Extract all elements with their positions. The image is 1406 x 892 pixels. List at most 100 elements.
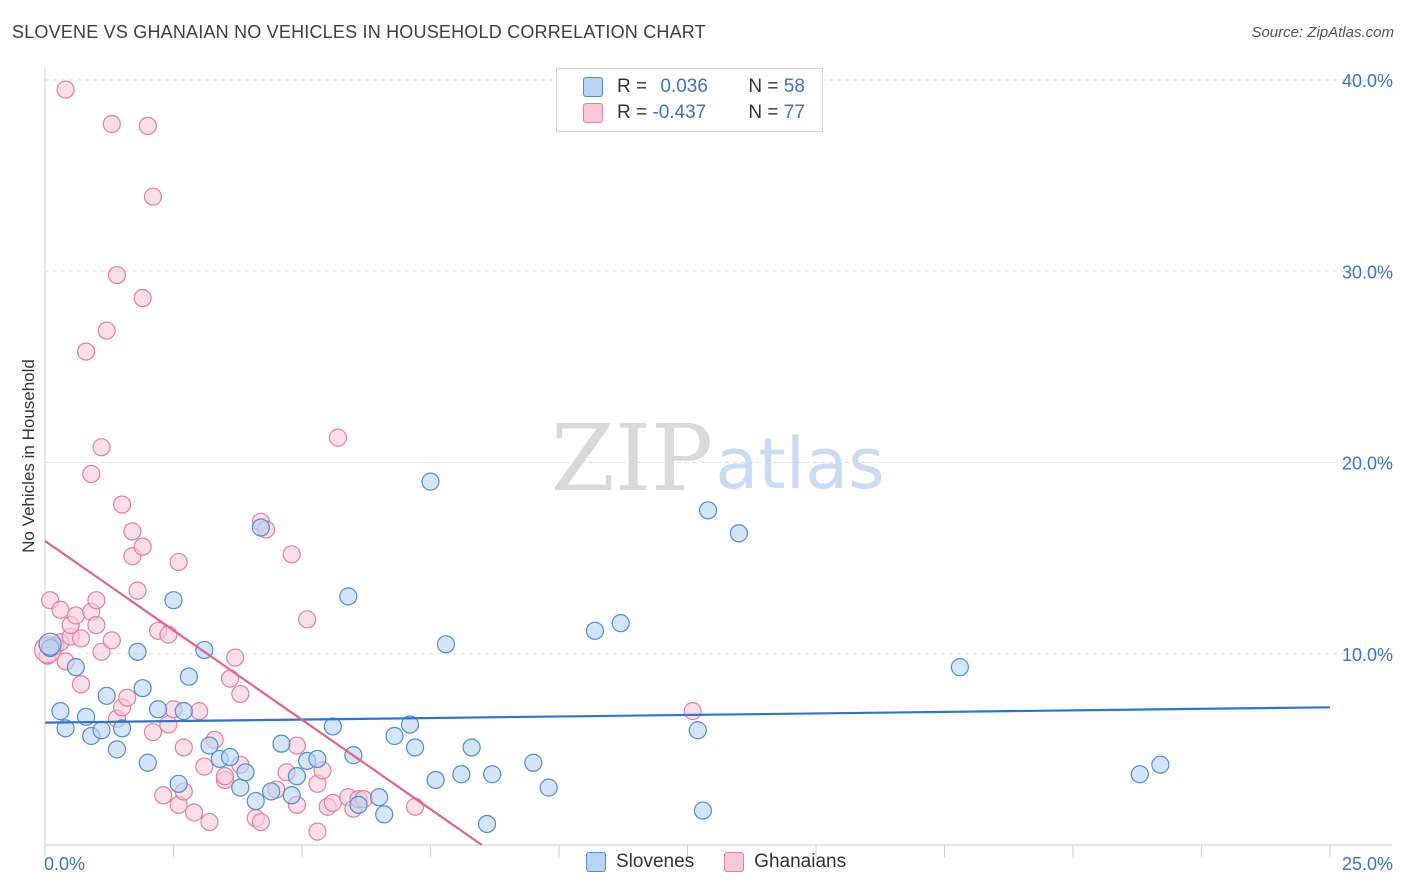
ghanaian-point [97, 321, 116, 340]
slovene-point [524, 753, 543, 772]
slovene-point [308, 749, 327, 769]
slovene-point [339, 587, 358, 606]
x-tick-label: 0.0% [44, 854, 85, 874]
slovene-point [282, 786, 301, 805]
ghanaians-trend-line [44, 540, 483, 846]
legend-item-slovenes: Slovenes [586, 851, 694, 873]
source-credit: Source: ZipAtlas.com [1251, 24, 1394, 41]
ghanaian-point [107, 265, 127, 285]
ghanaian-point [118, 688, 137, 707]
slovene-point [421, 472, 440, 491]
watermark-atlas: atlas [715, 423, 884, 505]
slovene-point [698, 501, 718, 520]
chart-title: SLOVENE VS GHANAIAN NO VEHICLES IN HOUSE… [12, 22, 706, 42]
ghanaian-point [66, 606, 85, 625]
correlation-legend: R = 0.036 N = 58 R = -0.437 N = 77 [556, 68, 823, 132]
legend-r-label: R = [617, 76, 653, 97]
series-legend: Slovenes Ghanaians [586, 851, 876, 873]
slovene-point [287, 767, 306, 786]
ghanaian-point [82, 464, 101, 484]
ghanaian-point [195, 757, 214, 776]
slovene-point [452, 765, 471, 784]
ghanaian-point [174, 738, 193, 757]
legend-n-label: N = [748, 76, 784, 97]
legend-row-ghanaians: R = -0.437 N = 77 [583, 100, 805, 126]
ghanaian-point [287, 736, 306, 755]
ghanaian-point [87, 591, 106, 610]
watermark-zip: ZIP [551, 405, 713, 512]
slovene-point [169, 774, 188, 793]
ghanaian-point [215, 767, 234, 786]
slovene-point [97, 686, 116, 705]
legend-r-value: 0.036 [660, 76, 708, 97]
slovene-point [1151, 755, 1170, 774]
slovene-point [138, 753, 157, 772]
slovene-point [164, 591, 183, 610]
ghanaian-point [298, 610, 317, 629]
watermark: ZIP atlas [551, 405, 885, 512]
slovene-point [375, 805, 394, 824]
ghanaian-point [154, 786, 173, 805]
slovene-point [231, 778, 250, 797]
ghanaian-point [92, 438, 111, 457]
slovene-point [262, 782, 281, 801]
slovene-point [38, 632, 62, 656]
gridlines [45, 79, 1392, 655]
slovene-point [66, 658, 85, 677]
legend-item-ghanaians: Ghanaians [724, 851, 846, 873]
slovene-point [174, 702, 193, 721]
ghanaian-point [102, 631, 121, 650]
ghanaian-point [56, 80, 75, 99]
legend-swatch-ghanaians [724, 852, 745, 872]
ghanaian-point [128, 581, 147, 600]
legend-r-label: R = [617, 102, 653, 123]
legend-swatch-blue [583, 77, 603, 97]
ghanaian-point [200, 812, 219, 832]
slovene-point [148, 700, 168, 719]
ghanaian-point [102, 114, 121, 134]
legend-row-slovenes: R = 0.036 N = 58 [583, 74, 805, 100]
slovene-point [349, 795, 368, 814]
slovene-point [179, 667, 199, 686]
ghanaian-point [159, 625, 178, 644]
slovene-point [92, 721, 111, 740]
legend-r-value: -0.437 [652, 102, 707, 123]
ghanaian-point [138, 116, 157, 136]
slovene-point [426, 770, 445, 790]
slovene-point [385, 726, 404, 746]
slovenes-trend-line [44, 706, 1331, 724]
slovene-point [107, 740, 127, 759]
slovene-point [462, 738, 481, 757]
ghanaian-point [143, 723, 163, 742]
ghanaian-point [143, 187, 163, 206]
slovene-point [272, 734, 291, 753]
legend-n-value: 77 [783, 102, 805, 123]
slovene-point [200, 736, 219, 755]
trend-lines [44, 540, 1331, 846]
slovene-point [436, 635, 456, 654]
slovene-point [133, 679, 152, 698]
slovene-point [323, 717, 342, 736]
y-tick-label: 10.0% [1342, 645, 1393, 665]
y-tick-label: 30.0% [1342, 262, 1393, 282]
ghanaian-point [123, 522, 142, 541]
ghanaian-point [159, 715, 178, 734]
ghanaian-point [184, 803, 204, 822]
slovene-point [539, 778, 558, 797]
y-tick-label: 40.0% [1342, 71, 1393, 91]
legend-n-label: N = [748, 102, 784, 123]
ghanaian-point [405, 797, 425, 816]
ghanaian-point [190, 702, 209, 721]
legend-label-slovenes: Slovenes [616, 851, 695, 872]
x-tick-label: 25.0% [1342, 854, 1393, 874]
slovene-point [585, 621, 605, 640]
slovene-point [400, 715, 420, 734]
slovene-point [51, 702, 70, 721]
ghanaian-point [251, 812, 270, 832]
ghanaian-point [308, 822, 327, 841]
ghanaian-point [282, 545, 301, 564]
slovene-point [56, 719, 75, 738]
slovene-point [950, 658, 970, 677]
ghanaian-point [112, 495, 132, 514]
